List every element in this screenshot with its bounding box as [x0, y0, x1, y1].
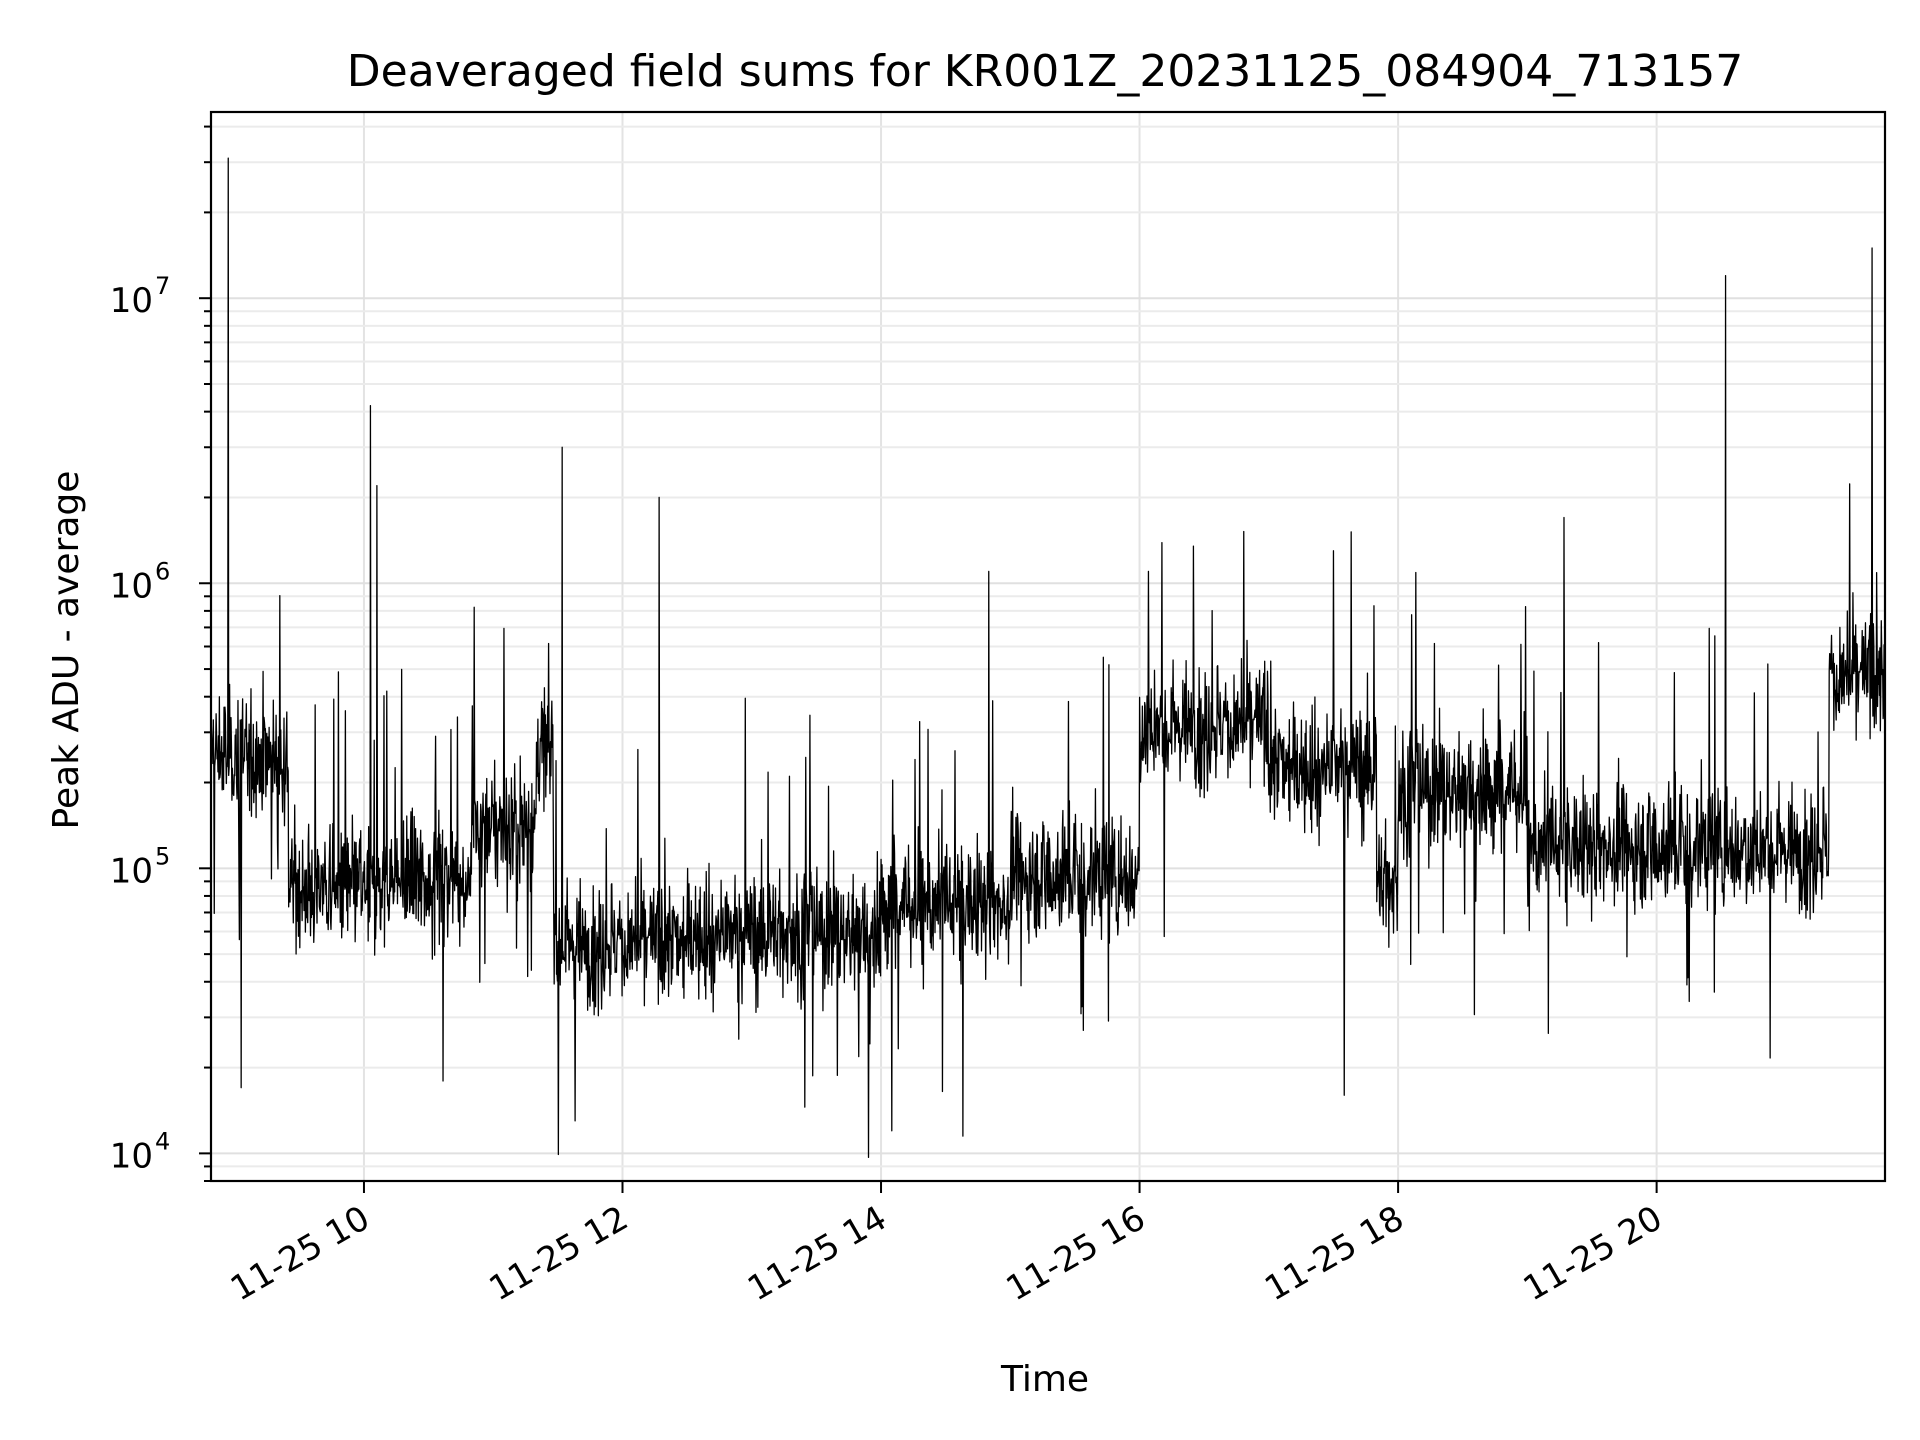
y-tick-exponent: 7: [155, 272, 170, 300]
y-tick-label: 10 5: [110, 842, 171, 891]
series-line: [210, 157, 1886, 1158]
y-tick-label: 10 4: [110, 1127, 171, 1176]
y-tick-exponent: 5: [155, 842, 170, 870]
x-axis-label: Time: [1000, 1359, 1089, 1400]
series-path: [210, 157, 1886, 1158]
y-tick-label: 10 6: [110, 557, 171, 606]
y-tick-base: 10: [110, 281, 153, 321]
y-tick-base: 10: [110, 566, 153, 606]
grid: [211, 112, 1885, 1182]
y-tick-exponent: 6: [155, 557, 170, 585]
y-tick-label: 10 7: [110, 272, 171, 321]
y-tick-base: 10: [110, 851, 153, 891]
y-axis-label: Peak ADU - average: [46, 471, 87, 830]
chart-title: Deaveraged field sums for KR001Z_2023112…: [347, 46, 1743, 97]
y-tick-exponent: 4: [155, 1127, 170, 1155]
y-tick-base: 10: [110, 1136, 153, 1176]
